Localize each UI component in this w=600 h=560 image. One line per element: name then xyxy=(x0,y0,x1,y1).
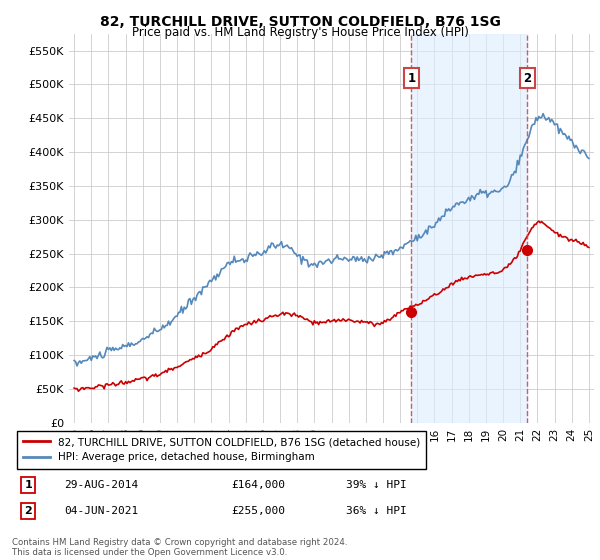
Text: Contains HM Land Registry data © Crown copyright and database right 2024.
This d: Contains HM Land Registry data © Crown c… xyxy=(12,538,347,557)
Text: 2: 2 xyxy=(523,72,532,85)
Text: Price paid vs. HM Land Registry's House Price Index (HPI): Price paid vs. HM Land Registry's House … xyxy=(131,26,469,39)
Text: 04-JUN-2021: 04-JUN-2021 xyxy=(64,506,138,516)
Text: 36% ↓ HPI: 36% ↓ HPI xyxy=(346,506,407,516)
Bar xyxy=(412,34,527,423)
Legend: 82, TURCHILL DRIVE, SUTTON COLDFIELD, B76 1SG (detached house), HPI: Average pri: 82, TURCHILL DRIVE, SUTTON COLDFIELD, B7… xyxy=(17,431,427,469)
Text: 39% ↓ HPI: 39% ↓ HPI xyxy=(346,479,407,489)
Text: 29-AUG-2014: 29-AUG-2014 xyxy=(64,479,138,489)
Text: 1: 1 xyxy=(407,72,416,85)
Text: £164,000: £164,000 xyxy=(231,479,285,489)
Text: £255,000: £255,000 xyxy=(231,506,285,516)
Text: 1: 1 xyxy=(24,479,32,489)
Text: 2: 2 xyxy=(24,506,32,516)
Text: 82, TURCHILL DRIVE, SUTTON COLDFIELD, B76 1SG: 82, TURCHILL DRIVE, SUTTON COLDFIELD, B7… xyxy=(100,15,500,29)
